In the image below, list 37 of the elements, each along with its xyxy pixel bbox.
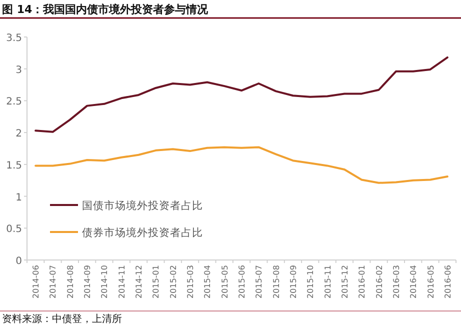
- text: 资料来源：中债登，上清所: [2, 313, 122, 325]
- x-tick-label: 2015-09: [288, 265, 298, 298]
- title: 图 14：我国国内债市境外投资者参与情况: [2, 3, 208, 16]
- x-tick-label: 2015-08: [272, 265, 281, 298]
- y-tick-label: 1: [16, 192, 22, 204]
- y-tick-label: 1.5: [6, 160, 22, 172]
- x-tick-label: 2014-10: [100, 265, 110, 298]
- x-tick-label: 2016-06: [443, 265, 452, 298]
- x-tick-label: 2016-01: [358, 265, 367, 298]
- x-tick-label: 2015-11: [323, 265, 332, 298]
- x-tick-label: 2015-05: [220, 265, 230, 298]
- x-tick-label: 2014-12: [134, 265, 144, 298]
- y-tick-label: 2.5: [6, 96, 22, 108]
- x-tick-label: 2014-06: [32, 265, 41, 298]
- y-tick-label: 3: [16, 64, 22, 76]
- y-tick-label: 0.5: [6, 224, 22, 236]
- x-tick-label: 2015-07: [254, 265, 264, 298]
- x-tick-label: 2014-08: [66, 265, 75, 298]
- x-tick-label: 2014-09: [83, 265, 92, 298]
- y-tick-label: 3.5: [6, 33, 22, 44]
- x-tick-label: 2015-06: [238, 265, 246, 298]
- x-tick-label: 2016-04: [409, 265, 418, 298]
- x-tick-label: 2015-03: [186, 265, 196, 298]
- x-tick-label: 2015-04: [203, 265, 212, 298]
- x-tick-label: 2014-11: [117, 265, 126, 298]
- x-tick-label: 2014-07: [48, 265, 58, 298]
- legend-label: 国债市场境外投资者占比: [82, 199, 203, 212]
- x-tick-label: 2016-02: [374, 265, 384, 298]
- x-tick-label: 2016-05: [426, 265, 436, 298]
- x-tick-label: 2015-12: [340, 265, 350, 298]
- x-tick-label: 2015-01: [152, 265, 161, 298]
- y-tick-label: 2: [16, 128, 22, 140]
- x-tick-label: 2016-03: [392, 265, 401, 298]
- legend-label: 债券市场境外投资者占比: [82, 226, 203, 239]
- x-tick-label: 2015-02: [168, 265, 178, 298]
- x-tick-label: 2015-10: [306, 265, 316, 298]
- y-tick-label: 0: [16, 256, 22, 267]
